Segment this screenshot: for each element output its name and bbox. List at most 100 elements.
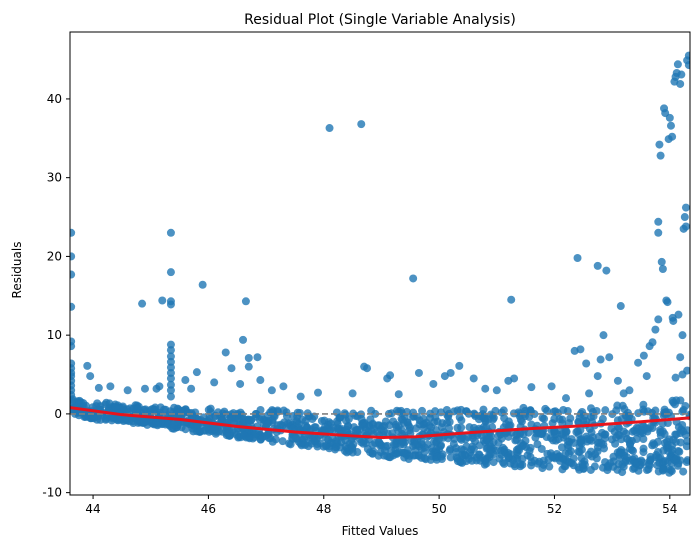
data-point (421, 455, 430, 464)
data-point (374, 437, 383, 446)
data-point (325, 124, 334, 133)
data-point (542, 433, 551, 442)
data-point (665, 468, 674, 477)
data-point (500, 459, 509, 468)
data-point (244, 362, 253, 371)
data-point (314, 388, 322, 397)
data-point (293, 408, 302, 417)
data-point (292, 418, 301, 427)
scatter-points (70, 51, 690, 477)
data-point (598, 414, 607, 423)
data-point (482, 459, 491, 468)
data-point (674, 310, 683, 319)
data-point (575, 447, 584, 456)
data-point (140, 384, 149, 393)
data-point (676, 438, 685, 447)
data-point (585, 389, 594, 398)
data-point (497, 408, 506, 417)
data-point (369, 424, 378, 433)
data-point (311, 423, 320, 432)
data-point (446, 368, 455, 377)
data-point (134, 404, 143, 413)
data-point (202, 423, 211, 432)
data-point (236, 379, 245, 388)
data-point (267, 386, 276, 395)
data-point (619, 462, 628, 471)
data-point (680, 213, 689, 222)
data-point (436, 442, 445, 451)
data-point (684, 51, 690, 60)
data-point (155, 382, 164, 391)
data-point (166, 340, 175, 349)
data-point (684, 61, 690, 70)
data-point (676, 79, 685, 88)
data-point (458, 450, 467, 459)
axes: 44 46 48 50 52 54 -10 0 10 20 30 40 (42, 31, 691, 516)
data-point (625, 456, 634, 465)
data-point (394, 448, 403, 457)
x-axis-label: Fitted Values (342, 524, 419, 538)
data-point (489, 438, 498, 447)
data-point (357, 415, 366, 424)
data-point (88, 411, 97, 420)
data-point (516, 462, 525, 471)
data-point (561, 431, 570, 440)
data-point (497, 434, 506, 443)
data-point (492, 386, 501, 395)
data-point (427, 444, 436, 453)
data-point (187, 384, 196, 393)
data-point (533, 440, 542, 449)
data-point (654, 228, 663, 237)
data-point (602, 266, 611, 275)
data-point (593, 372, 602, 381)
data-point (671, 373, 680, 382)
data-point (678, 370, 687, 379)
data-point (682, 442, 690, 451)
data-point (599, 331, 608, 340)
data-point (649, 439, 658, 448)
data-point (444, 434, 453, 443)
data-point (181, 425, 190, 434)
data-point (634, 358, 643, 367)
data-point (539, 456, 548, 465)
data-point (153, 421, 162, 430)
data-point (679, 467, 688, 476)
data-point (659, 465, 668, 474)
data-point (558, 415, 567, 424)
data-point (668, 132, 677, 141)
data-point (671, 430, 680, 439)
data-point (566, 447, 575, 456)
x-tick-label: 46 (201, 502, 216, 516)
data-point (632, 458, 641, 467)
data-point (198, 280, 207, 289)
data-point (256, 435, 265, 444)
y-tick-label: -10 (42, 486, 62, 500)
data-point (446, 453, 455, 462)
data-point (263, 419, 272, 428)
data-point (653, 461, 662, 470)
data-point (169, 420, 178, 429)
data-point (653, 448, 662, 457)
data-point (642, 372, 651, 381)
data-point (656, 426, 665, 435)
data-point (656, 151, 665, 160)
data-point (221, 348, 230, 357)
data-point (563, 407, 572, 416)
data-point (532, 429, 541, 438)
y-tick-label: 30 (47, 171, 62, 185)
data-point (317, 417, 326, 426)
data-point (264, 429, 273, 438)
data-point (367, 406, 376, 415)
data-point (468, 442, 477, 451)
data-point (94, 383, 103, 392)
data-point (615, 450, 624, 459)
data-point (331, 445, 340, 454)
data-point (357, 120, 366, 129)
data-point (538, 413, 547, 422)
data-point (140, 418, 149, 427)
data-point (565, 458, 574, 467)
data-point (398, 415, 407, 424)
data-point (433, 417, 442, 426)
data-point (665, 113, 674, 122)
data-point (674, 447, 683, 456)
